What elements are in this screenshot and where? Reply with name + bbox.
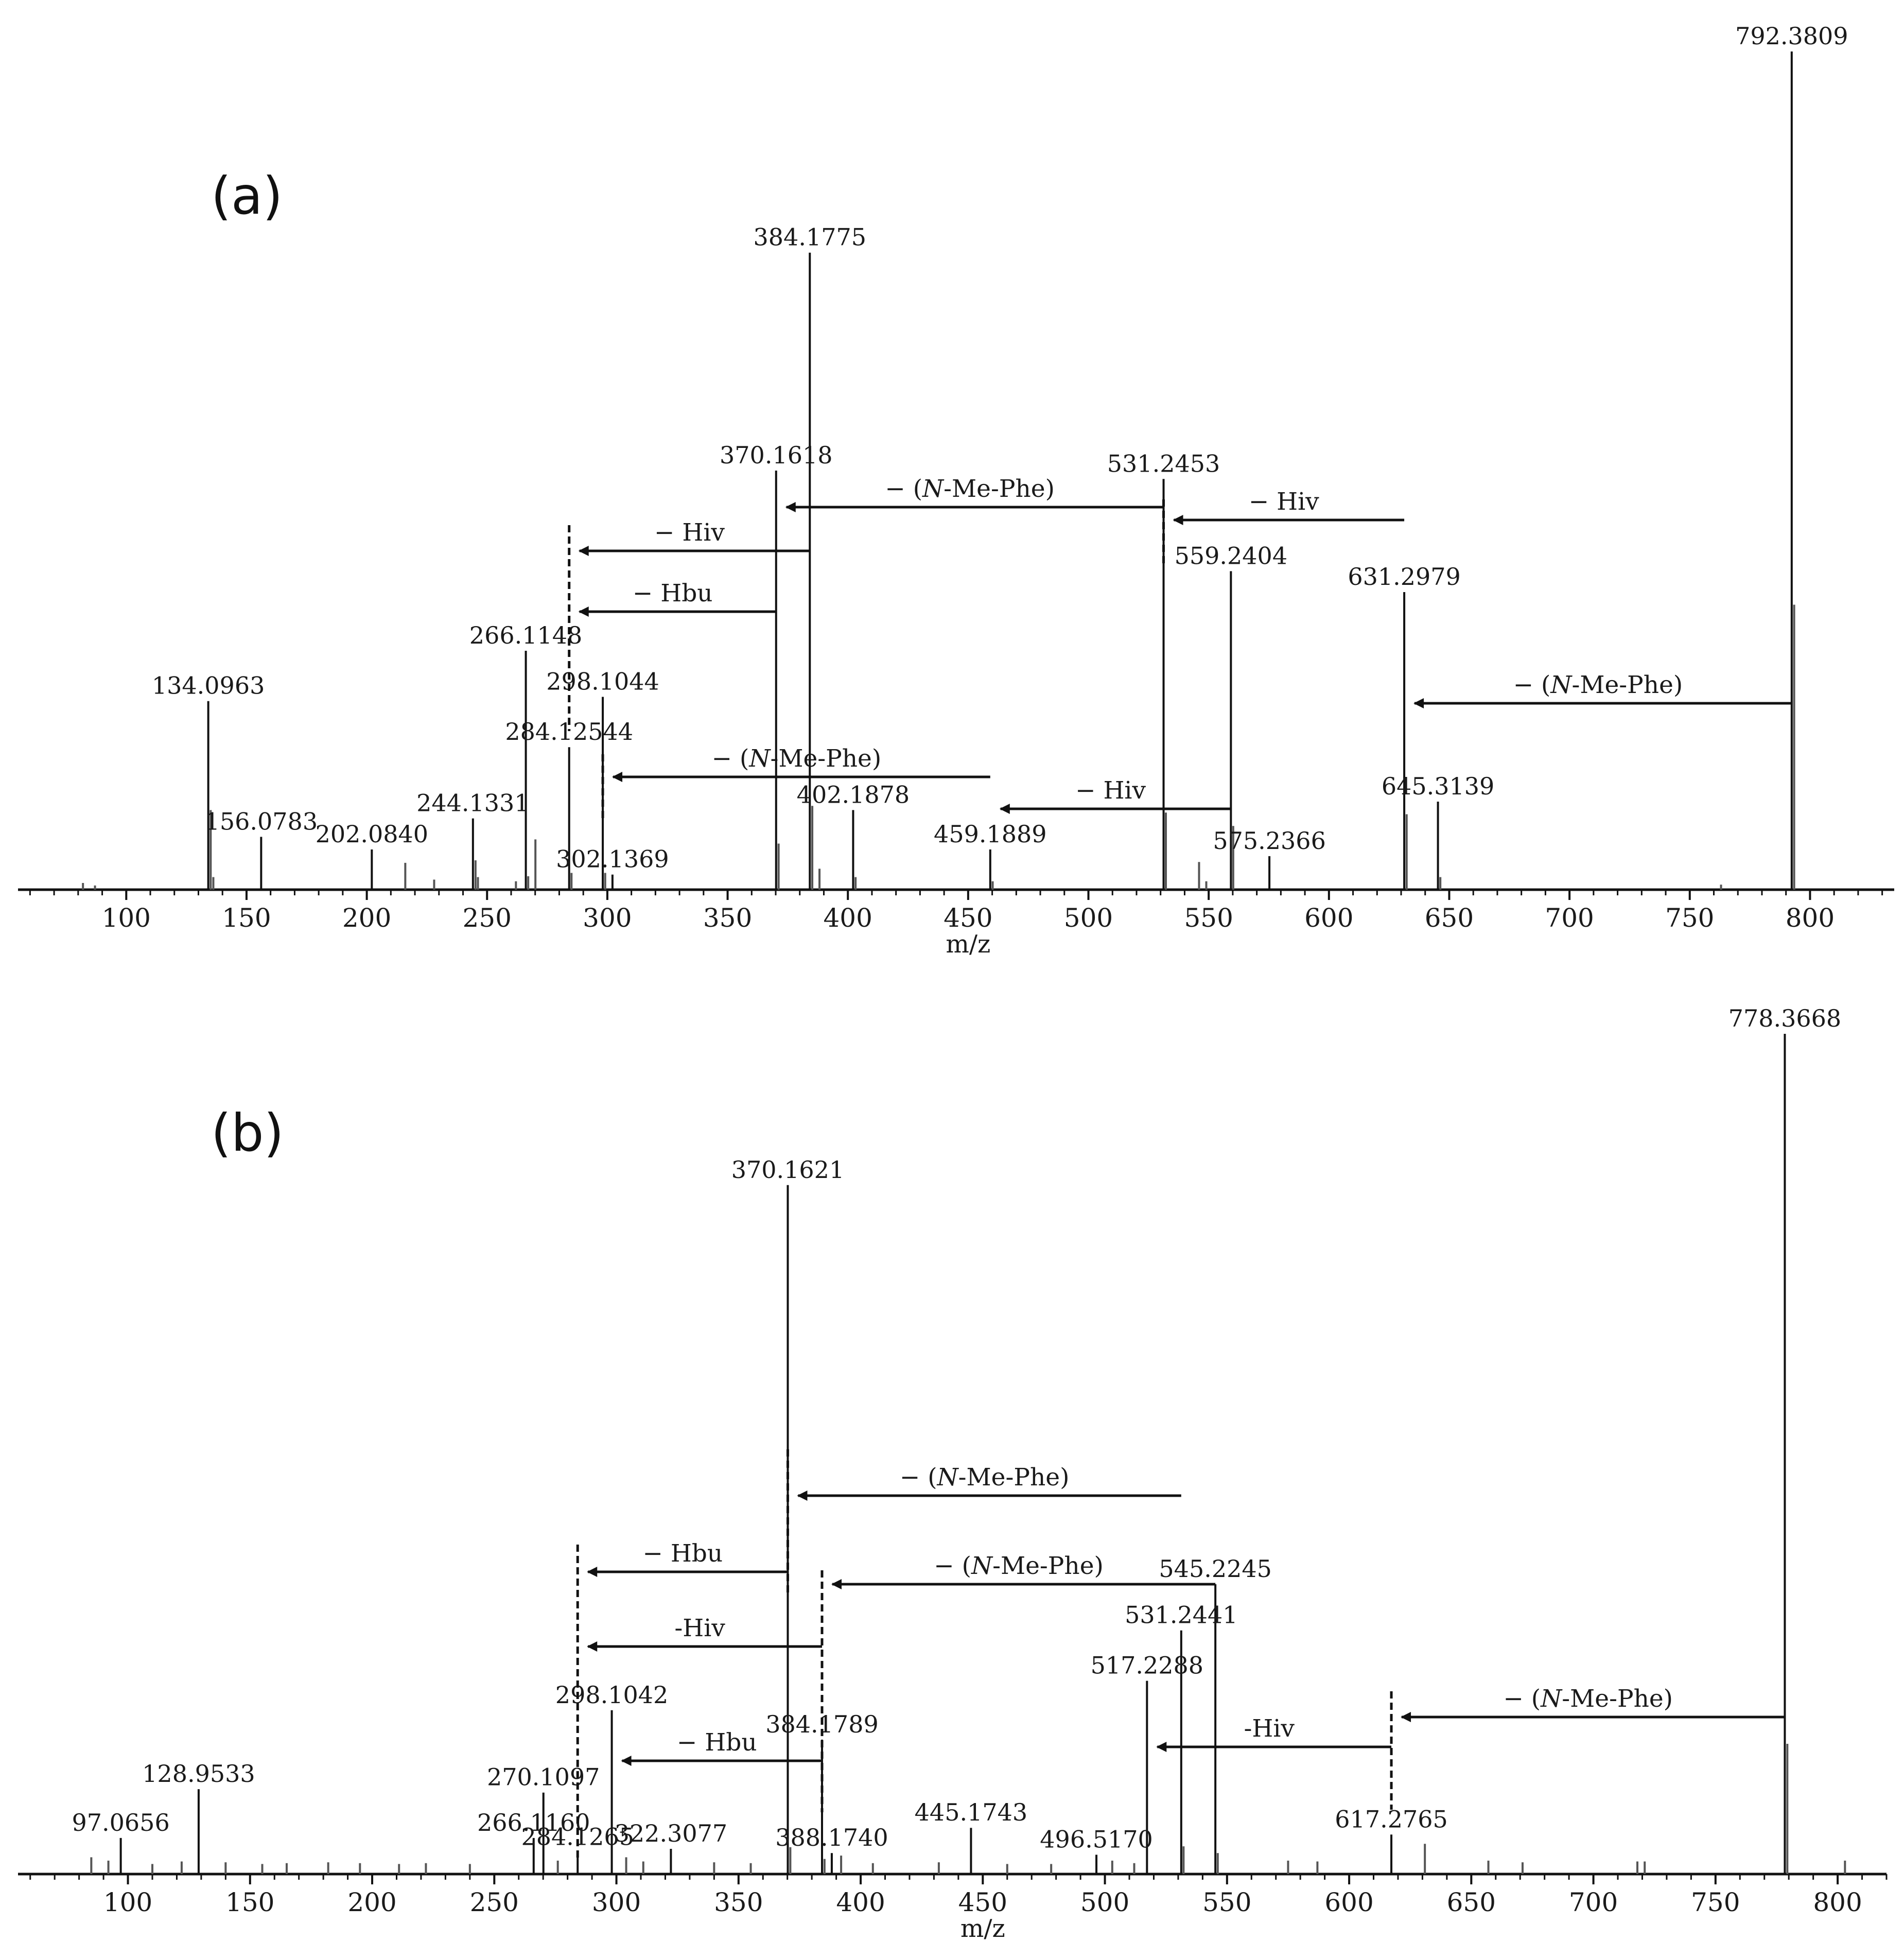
x-tick-label: 250 xyxy=(463,903,512,933)
peak-label: 202.0840 xyxy=(316,820,429,848)
spectrum-panel-b: (b) 100 150 200 250 300 350 400 450 500 550 600 650 7… xyxy=(18,1004,1888,1941)
x-tick-label: 500 xyxy=(1080,1887,1129,1917)
peak-label: 384.1775 xyxy=(754,223,867,251)
peak-label: 266.1160 xyxy=(477,1809,590,1836)
x-tick-label: 200 xyxy=(347,1887,396,1917)
loss-label: − (N-Me-Phe) xyxy=(1513,671,1683,699)
peak-label: 128.9533 xyxy=(142,1760,255,1788)
loss-label: -Hiv xyxy=(674,1614,725,1642)
x-tick-label: 750 xyxy=(1665,903,1714,933)
peak-label: 266.1148 xyxy=(469,621,583,649)
loss-label: − (N-Me-Phe) xyxy=(1503,1685,1673,1713)
x-tick-label: 600 xyxy=(1324,1887,1373,1917)
peak-label: 402.1878 xyxy=(797,781,910,808)
loss-label: − Hiv xyxy=(1249,488,1319,516)
x-tick-label: 600 xyxy=(1304,903,1353,933)
x-tick-label: 750 xyxy=(1691,1887,1740,1917)
peak-label: 244.1331 xyxy=(416,789,530,817)
peak-label: 370.1621 xyxy=(731,1156,845,1184)
peak-label: 531.2453 xyxy=(1107,449,1220,477)
loss-label: − (N-Me-Phe) xyxy=(712,744,882,773)
peak-label: 645.3139 xyxy=(1382,772,1495,800)
loss-label: − Hiv xyxy=(1075,776,1146,805)
peak-label: 388.1740 xyxy=(775,1824,888,1851)
x-tick-label: 100 xyxy=(102,903,151,933)
x-axis-title: m/z xyxy=(946,930,990,959)
peak-label: 792.3809 xyxy=(1735,22,1848,50)
x-tick-label: 700 xyxy=(1569,1887,1618,1917)
peak-label: 631.2979 xyxy=(1348,563,1461,591)
x-tick-label: 550 xyxy=(1184,903,1233,933)
x-tick-label: 650 xyxy=(1425,903,1474,933)
spectrum-panel-a: (a) 100 150 200 250 300 350 400 450 500 550 600 650 7… xyxy=(18,22,1894,959)
loss-label: -Hiv xyxy=(1244,1714,1295,1743)
panel-label: (b) xyxy=(211,1103,284,1163)
peak-label: 575.2366 xyxy=(1213,827,1326,855)
x-tick-label: 150 xyxy=(225,1887,274,1917)
panel-label: (a) xyxy=(211,166,283,226)
x-tick-label: 350 xyxy=(703,903,752,933)
x-tick-label: 100 xyxy=(103,1887,152,1917)
peak-label: 545.2245 xyxy=(1159,1555,1272,1583)
peak-label: 322.3077 xyxy=(615,1819,728,1847)
x-tick-label: 450 xyxy=(958,1887,1007,1917)
peak-label: 298.1044 xyxy=(546,668,659,696)
x-tick-label: 500 xyxy=(1064,903,1113,933)
loss-label: − Hbu xyxy=(643,1539,723,1568)
x-tick-label: 650 xyxy=(1447,1887,1496,1917)
x-tick-label: 400 xyxy=(823,903,872,933)
peak-label: 559.2404 xyxy=(1175,542,1288,569)
loss-label: − Hbu xyxy=(677,1728,757,1757)
loss-label: − Hiv xyxy=(654,518,725,547)
x-tick-label: 400 xyxy=(836,1887,885,1917)
loss-label: − (N-Me-Phe) xyxy=(934,1552,1104,1580)
peak-label: 302.1369 xyxy=(556,845,669,873)
peak-label: 284.1265 xyxy=(521,1823,634,1851)
x-axis-title: m/z xyxy=(960,1914,1005,1941)
peak-label: 156.0783 xyxy=(205,807,318,835)
loss-label: − (N-Me-Phe) xyxy=(900,1463,1070,1492)
x-tick-label: 450 xyxy=(944,903,992,933)
peak-label: 134.0963 xyxy=(152,672,265,700)
x-tick-label: 150 xyxy=(222,903,271,933)
peak-label: 496.5170 xyxy=(1040,1825,1153,1853)
x-tick-label: 200 xyxy=(342,903,391,933)
peak-label: 531.2441 xyxy=(1125,1601,1238,1629)
x-tick-label: 800 xyxy=(1786,903,1835,933)
peak-label: 459.1889 xyxy=(934,820,1047,848)
x-tick-label: 300 xyxy=(592,1887,641,1917)
peak-label: 298.1042 xyxy=(555,1681,669,1709)
peak-label: 445.1743 xyxy=(915,1798,1028,1826)
loss-label: − Hbu xyxy=(633,579,713,608)
peak-label: 517.2288 xyxy=(1091,1652,1204,1679)
x-tick-label: 700 xyxy=(1545,903,1594,933)
x-tick-label: 250 xyxy=(470,1887,519,1917)
x-tick-label: 550 xyxy=(1202,1887,1251,1917)
x-tick-label: 800 xyxy=(1813,1887,1862,1917)
peak-label: 617.2765 xyxy=(1335,1805,1448,1833)
peak-label: 97.0656 xyxy=(72,1809,169,1836)
x-tick-label: 350 xyxy=(714,1887,763,1917)
loss-label: − (N-Me-Phe) xyxy=(885,475,1055,503)
x-tick-label: 300 xyxy=(583,903,632,933)
peak-label: 270.1097 xyxy=(487,1763,600,1791)
peak-label: 778.3668 xyxy=(1728,1004,1842,1032)
peak-label: 370.1618 xyxy=(720,441,833,469)
